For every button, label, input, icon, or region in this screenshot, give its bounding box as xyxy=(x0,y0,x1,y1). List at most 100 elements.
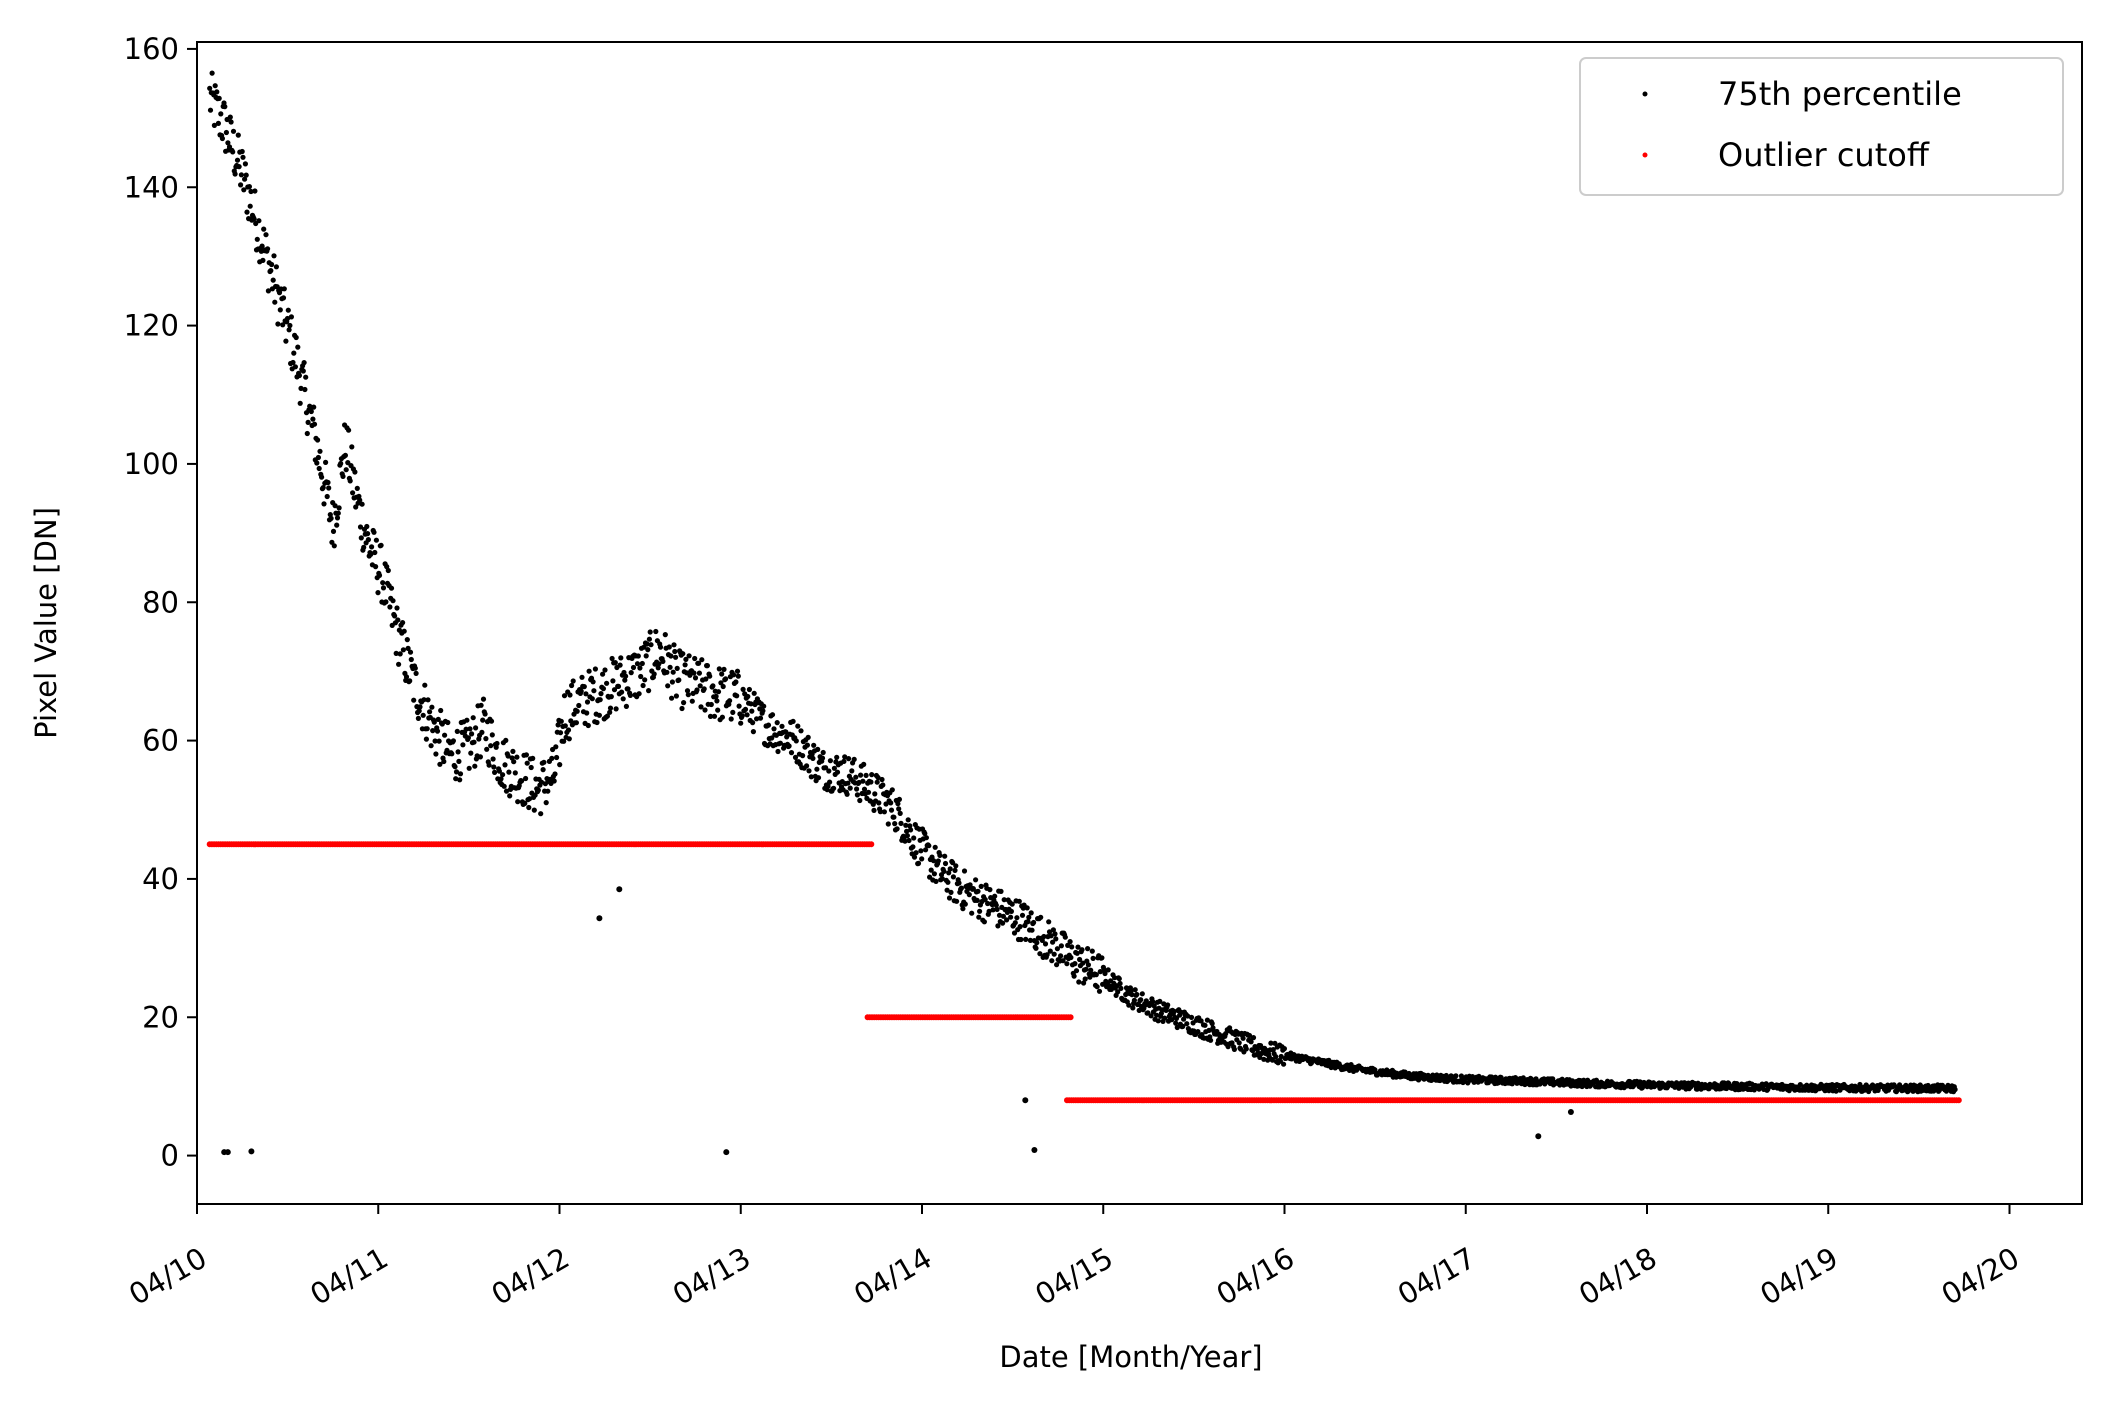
percentile-point xyxy=(800,753,806,759)
percentile-point xyxy=(609,655,615,662)
percentile-point xyxy=(1171,1008,1177,1014)
percentile-point xyxy=(655,665,661,671)
percentile-point xyxy=(288,314,294,320)
percentile-point xyxy=(1173,1015,1180,1022)
percentile-point xyxy=(501,783,507,789)
percentile-point xyxy=(436,738,442,744)
percentile-point xyxy=(523,752,530,758)
percentile-point xyxy=(1115,989,1121,995)
percentile-point xyxy=(285,307,291,313)
percentile-point xyxy=(590,679,596,685)
percentile-point xyxy=(1154,1012,1160,1018)
percentile-point xyxy=(750,720,756,726)
percentile-point xyxy=(662,632,668,638)
percentile-point xyxy=(1080,960,1086,966)
percentile-point xyxy=(1060,958,1066,964)
y-tick-label: 100 xyxy=(124,447,179,481)
percentile-point xyxy=(689,698,695,704)
percentile-point xyxy=(885,821,891,827)
percentile-point xyxy=(834,754,840,760)
percentile-point xyxy=(869,772,875,778)
percentile-point xyxy=(297,400,303,406)
percentile-point xyxy=(323,459,329,465)
percentile-point xyxy=(1181,1016,1187,1022)
percentile-point xyxy=(666,644,672,650)
percentile-point xyxy=(947,866,953,872)
percentile-point xyxy=(305,419,311,425)
percentile-point xyxy=(412,665,418,671)
percentile-point xyxy=(1281,1061,1287,1067)
percentile-point xyxy=(553,744,559,750)
percentile-point xyxy=(1064,961,1070,967)
percentile-point xyxy=(1097,969,1103,975)
percentile-point xyxy=(808,774,814,780)
percentile-point xyxy=(238,172,244,178)
percentile-point xyxy=(694,687,700,693)
percentile-point xyxy=(526,804,532,811)
percentile-point xyxy=(1185,1013,1191,1019)
percentile-point xyxy=(698,704,704,710)
percentile-point xyxy=(667,664,673,670)
percentile-point xyxy=(579,674,585,680)
percentile-point xyxy=(1165,1002,1171,1008)
percentile-point xyxy=(334,522,340,528)
percentile-point xyxy=(505,753,511,759)
percentile-point xyxy=(490,756,496,762)
percentile-point xyxy=(415,715,421,722)
percentile-point xyxy=(238,182,244,188)
percentile-point xyxy=(538,779,545,785)
percentile-points xyxy=(207,70,1958,1156)
percentile-point xyxy=(573,720,580,726)
percentile-point xyxy=(380,580,386,586)
percentile-point xyxy=(1250,1035,1257,1041)
percentile-point xyxy=(584,710,590,716)
percentile-point xyxy=(453,776,459,782)
percentile-point xyxy=(1270,1047,1276,1053)
percentile-point xyxy=(480,717,486,723)
percentile-point xyxy=(261,226,267,232)
percentile-point xyxy=(224,1149,231,1156)
percentile-point xyxy=(449,751,455,757)
percentile-point xyxy=(434,728,441,734)
percentile-point xyxy=(317,448,323,454)
percentile-point xyxy=(977,908,983,914)
percentile-point xyxy=(1025,919,1031,925)
percentile-point xyxy=(777,740,784,746)
percentile-point xyxy=(681,700,687,706)
percentile-point xyxy=(638,673,644,680)
percentile-point xyxy=(552,771,558,777)
percentile-point xyxy=(230,149,236,155)
percentile-point xyxy=(750,729,757,735)
percentile-point xyxy=(962,901,968,907)
percentile-point xyxy=(692,675,699,681)
percentile-point xyxy=(1126,1002,1132,1008)
percentile-point xyxy=(960,906,966,912)
percentile-point xyxy=(457,777,463,783)
percentile-point xyxy=(651,671,657,677)
y-tick-label: 40 xyxy=(142,862,179,896)
percentile-point xyxy=(319,474,325,480)
percentile-point xyxy=(704,663,711,669)
percentile-point xyxy=(915,860,922,867)
percentile-point xyxy=(600,686,607,692)
percentile-point xyxy=(235,132,241,138)
outlier-cutoff-points xyxy=(206,841,1962,1104)
percentile-point xyxy=(1018,936,1024,943)
percentile-point xyxy=(894,826,900,832)
percentile-point xyxy=(1014,915,1020,921)
percentile-point xyxy=(919,856,925,862)
percentile-point xyxy=(994,906,1000,913)
percentile-point xyxy=(1077,956,1083,963)
percentile-point xyxy=(218,111,224,117)
y-tick-label: 120 xyxy=(124,309,179,343)
percentile-point xyxy=(1037,951,1043,957)
percentile-point xyxy=(845,780,851,786)
percentile-point xyxy=(769,712,776,718)
percentile-point xyxy=(728,716,734,722)
percentile-point xyxy=(1278,1053,1284,1060)
percentile-point xyxy=(445,719,451,726)
percentile-point xyxy=(494,740,500,747)
percentile-point xyxy=(540,767,546,773)
percentile-point xyxy=(641,644,647,650)
percentile-point xyxy=(1062,934,1068,940)
